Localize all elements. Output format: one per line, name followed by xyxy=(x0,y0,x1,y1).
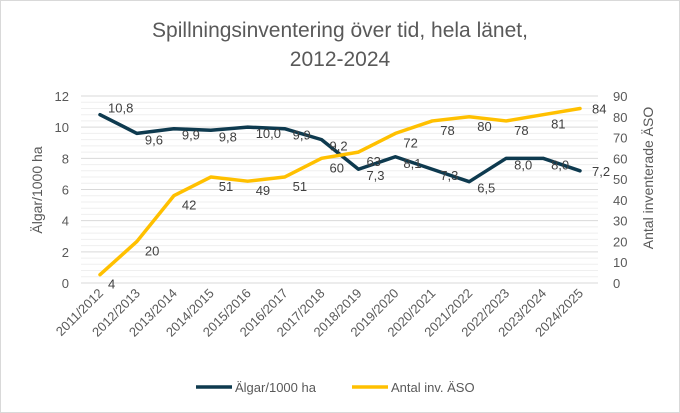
gridlines xyxy=(81,95,598,284)
left-tick-label: 8 xyxy=(62,151,69,166)
left-tick-label: 0 xyxy=(62,276,69,291)
right-tick-label: 80 xyxy=(613,110,627,125)
data-label-algar: 7,2 xyxy=(592,164,610,179)
data-label-aso: 60 xyxy=(330,160,344,175)
data-label-algar: 9,6 xyxy=(145,132,163,147)
data-label-algar: 10,0 xyxy=(256,126,281,141)
data-label-aso: 80 xyxy=(477,119,491,134)
right-axis-title: Antal inventerade ÄSO xyxy=(640,107,656,250)
right-axis-ticks: 0 10 20 30 40 50 60 70 80 90 xyxy=(613,89,627,291)
left-tick-label: 12 xyxy=(55,89,69,104)
data-label-algar: 9,9 xyxy=(293,128,311,143)
data-label-algar: 6,5 xyxy=(477,181,495,196)
data-label-aso: 49 xyxy=(256,183,270,198)
series-line-aso xyxy=(98,106,582,277)
data-label-algar: 10,8 xyxy=(108,101,133,116)
data-label-aso: 72 xyxy=(403,135,417,150)
right-tick-label: 0 xyxy=(613,276,620,291)
series-lines xyxy=(98,106,582,277)
data-label-aso: 81 xyxy=(551,117,565,132)
data-label-aso: 42 xyxy=(182,198,196,213)
data-label-aso: 51 xyxy=(219,179,233,194)
data-label-algar: 8,0 xyxy=(551,157,569,172)
right-tick-label: 30 xyxy=(613,214,627,229)
data-label-aso: 78 xyxy=(514,123,528,138)
data-label-algar: 7,3 xyxy=(366,168,384,183)
right-tick-label: 50 xyxy=(613,172,627,187)
data-label-aso: 4 xyxy=(108,277,115,292)
left-tick-label: 6 xyxy=(62,183,69,198)
left-tick-label: 10 xyxy=(55,120,69,135)
left-axis-ticks: 0 2 4 6 8 10 12 xyxy=(55,89,69,291)
legend-label-aso: Antal inv. ÄSO xyxy=(391,380,475,395)
chart-title-line-1: Spillningsinventering över tid, hela län… xyxy=(152,19,528,42)
data-label-algar: 9,9 xyxy=(182,128,200,143)
data-label-aso: 51 xyxy=(293,179,307,194)
right-tick-label: 10 xyxy=(613,255,627,270)
left-tick-label: 2 xyxy=(62,245,69,260)
data-label-algar: 9,2 xyxy=(330,139,348,154)
right-tick-label: 40 xyxy=(613,193,627,208)
legend-label-algar: Älgar/1000 ha xyxy=(235,380,317,395)
data-label-aso: 78 xyxy=(440,123,454,138)
chart-title: Spillningsinventering över tid, hela län… xyxy=(0,16,680,74)
data-label-aso: 84 xyxy=(592,101,606,116)
left-tick-label: 4 xyxy=(62,214,69,229)
data-label-algar: 9,8 xyxy=(219,129,237,144)
legend: Älgar/1000 ha Antal inv. ÄSO xyxy=(196,380,475,395)
data-label-algar: 7,3 xyxy=(440,168,458,183)
chart-title-line-2: 2012-2024 xyxy=(289,48,391,71)
right-tick-label: 70 xyxy=(613,131,627,146)
left-axis-title: Älgar/1000 ha xyxy=(29,146,45,233)
x-axis-ticks: 2011/20122012/20132013/20142014/20152015… xyxy=(53,286,586,340)
right-tick-label: 90 xyxy=(613,89,627,104)
right-tick-label: 20 xyxy=(613,234,627,249)
right-tick-label: 60 xyxy=(613,151,627,166)
data-label-aso: 63 xyxy=(366,154,380,169)
data-label-algar: 8,0 xyxy=(514,157,532,172)
data-label-aso: 20 xyxy=(145,243,159,258)
data-label-algar: 8,1 xyxy=(403,156,421,171)
data-labels: 10,8 9,6 9,9 9,8 10,0 9,9 9,2 7,3 8,1 7,3 6,5 8,0 8,… xyxy=(108,101,610,292)
